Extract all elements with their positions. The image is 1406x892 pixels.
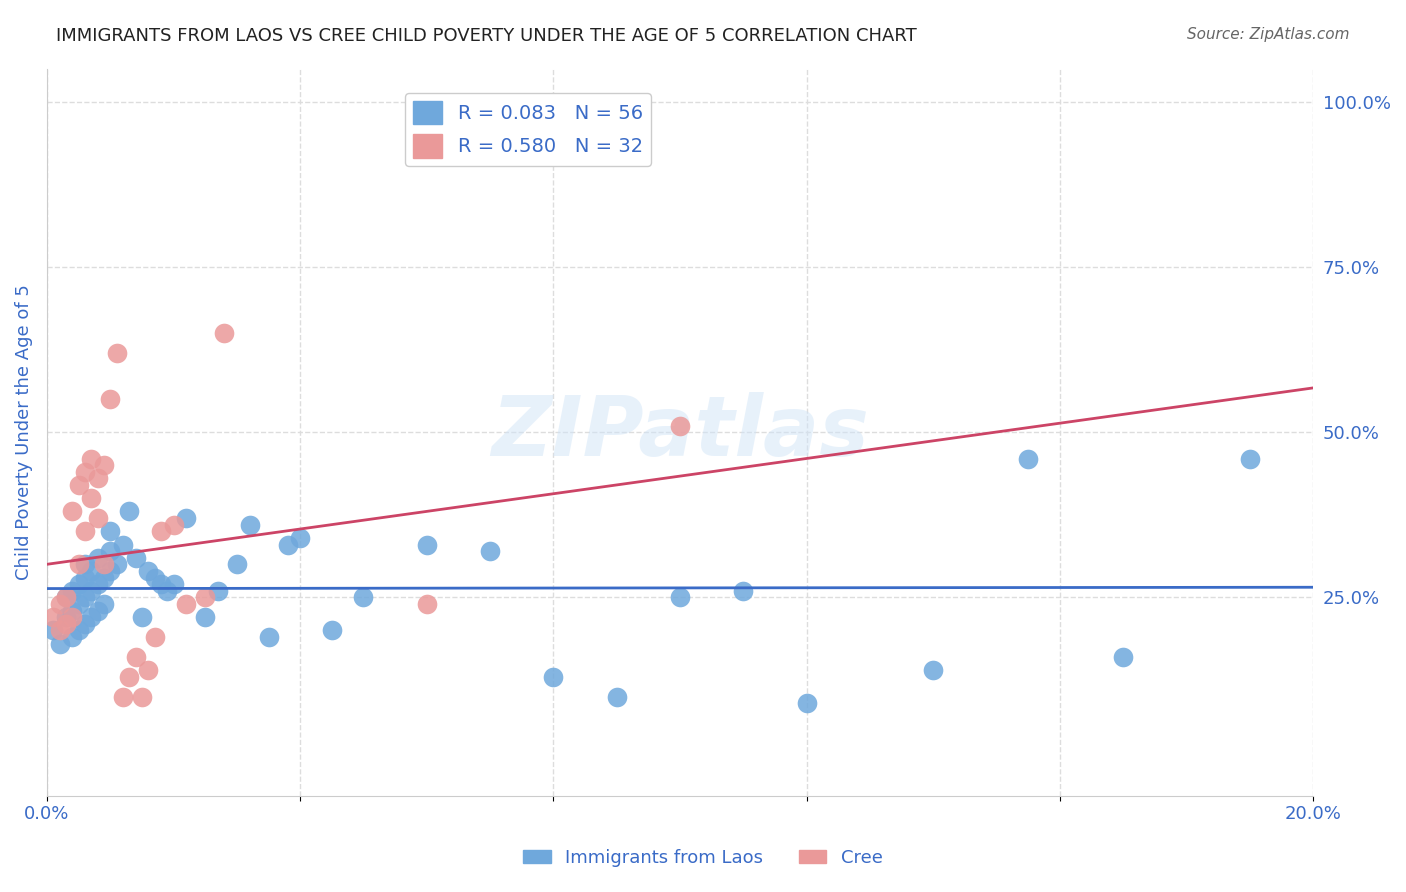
Legend: R = 0.083   N = 56, R = 0.580   N = 32: R = 0.083 N = 56, R = 0.580 N = 32 [405, 93, 651, 166]
Point [479, 544, 502, 558]
Point [86, 550, 108, 565]
Point [225, 558, 247, 572]
Point [93, 597, 115, 611]
Point [796, 696, 818, 710]
Point [73, 465, 96, 479]
Point [111, 690, 134, 704]
Point [67, 577, 90, 591]
Point [73, 571, 96, 585]
Point [48, 624, 70, 638]
Point [73, 591, 96, 605]
Point [80, 610, 103, 624]
Point [67, 558, 90, 572]
Point [80, 491, 103, 506]
Point [118, 670, 141, 684]
Point [238, 517, 260, 532]
Point [118, 504, 141, 518]
Point [194, 610, 217, 624]
Point [124, 550, 146, 565]
Point [194, 591, 217, 605]
Point [212, 326, 235, 340]
Point [156, 583, 179, 598]
Point [42, 624, 65, 638]
Point [124, 649, 146, 664]
Point [105, 558, 128, 572]
Point [98, 564, 121, 578]
Point [669, 591, 692, 605]
Point [416, 597, 439, 611]
Point [98, 524, 121, 539]
Point [86, 511, 108, 525]
Point [60, 583, 83, 598]
Point [111, 537, 134, 551]
Point [86, 604, 108, 618]
Point [55, 616, 77, 631]
Legend: Immigrants from Laos, Cree: Immigrants from Laos, Cree [516, 842, 890, 874]
Point [93, 458, 115, 473]
Text: IMMIGRANTS FROM LAOS VS CREE CHILD POVERTY UNDER THE AGE OF 5 CORRELATION CHART: IMMIGRANTS FROM LAOS VS CREE CHILD POVER… [56, 27, 917, 45]
Point [48, 637, 70, 651]
Point [922, 663, 945, 677]
Point [80, 451, 103, 466]
Point [67, 624, 90, 638]
Point [98, 392, 121, 406]
Point [276, 537, 298, 551]
Point [93, 558, 115, 572]
Point [1017, 451, 1039, 466]
Point [174, 597, 197, 611]
Point [60, 630, 83, 644]
Point [60, 504, 83, 518]
Point [73, 616, 96, 631]
Point [162, 577, 184, 591]
Point [1112, 649, 1135, 664]
Point [86, 577, 108, 591]
Point [55, 591, 77, 605]
Point [416, 537, 439, 551]
Point [80, 583, 103, 598]
Point [48, 597, 70, 611]
Point [1239, 451, 1261, 466]
Point [136, 564, 159, 578]
Point [55, 591, 77, 605]
Point [67, 597, 90, 611]
Point [60, 610, 83, 624]
Point [353, 591, 375, 605]
Point [42, 610, 65, 624]
Point [162, 517, 184, 532]
Point [131, 690, 153, 704]
Point [55, 610, 77, 624]
Text: ZIPatlas: ZIPatlas [491, 392, 869, 473]
Point [606, 690, 628, 704]
Point [105, 346, 128, 360]
Point [257, 630, 280, 644]
Point [73, 558, 96, 572]
Point [543, 670, 565, 684]
Point [93, 571, 115, 585]
Point [143, 571, 166, 585]
Point [733, 583, 755, 598]
Point [149, 524, 172, 539]
Y-axis label: Child Poverty Under the Age of 5: Child Poverty Under the Age of 5 [15, 285, 32, 580]
Point [131, 610, 153, 624]
Point [98, 544, 121, 558]
Point [288, 531, 311, 545]
Point [80, 564, 103, 578]
Point [136, 663, 159, 677]
Point [174, 511, 197, 525]
Point [149, 577, 172, 591]
Point [86, 471, 108, 485]
Point [669, 418, 692, 433]
Point [73, 524, 96, 539]
Point [60, 604, 83, 618]
Point [67, 478, 90, 492]
Point [207, 583, 229, 598]
Text: Source: ZipAtlas.com: Source: ZipAtlas.com [1187, 27, 1350, 42]
Point [321, 624, 343, 638]
Point [143, 630, 166, 644]
